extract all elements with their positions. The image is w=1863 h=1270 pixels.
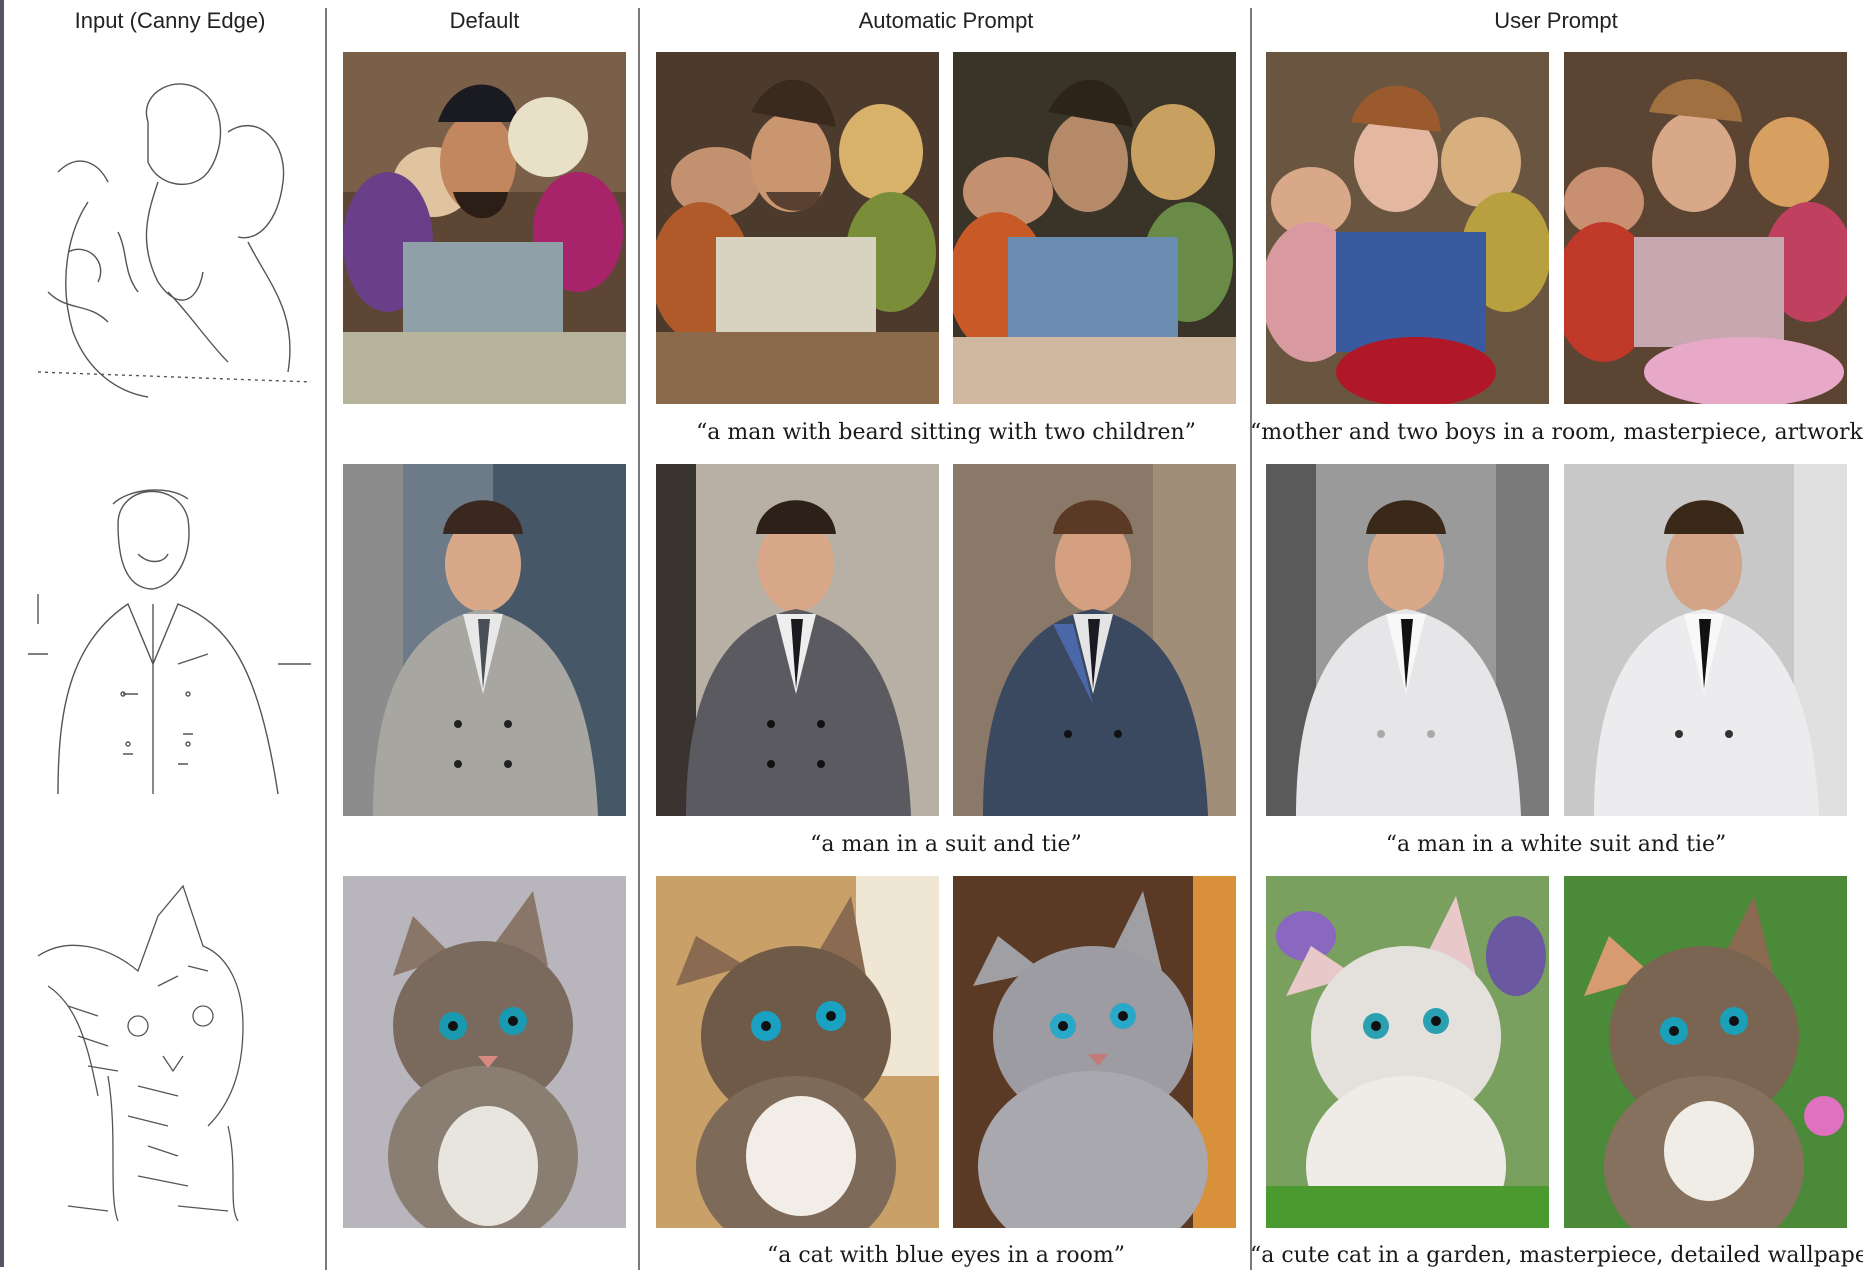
user-prompt-image-2-man-in-suit — [1564, 464, 1847, 816]
user-prompt-image-2-kitten — [1564, 876, 1847, 1228]
edge-map-man-in-suit — [28, 464, 311, 816]
auto-prompt-image-1-kitten — [656, 876, 939, 1228]
user-caption-row-1: “mother and two boys in a room, masterpi… — [1250, 420, 1863, 445]
auto-prompt-image-1-man-in-suit — [656, 464, 939, 816]
auto-prompt-image-2-man-with-children — [953, 52, 1236, 404]
default-image-man-with-children — [343, 52, 626, 404]
auto-prompt-image-2-kitten — [953, 876, 1236, 1228]
user-prompt-image-2-man-with-children — [1564, 52, 1847, 404]
default-image-kitten — [343, 876, 626, 1228]
auto-caption-row-1: “a man with beard sitting with two child… — [696, 420, 1196, 445]
default-image-man-in-suit — [343, 464, 626, 816]
user-caption-row-3: “a cute cat in a garden, masterpiece, de… — [1250, 1243, 1863, 1268]
divider-2 — [638, 8, 640, 1270]
auto-caption-row-2: “a man in a suit and tie” — [810, 832, 1082, 857]
edge-map-man-with-children — [28, 52, 311, 404]
user-prompt-image-1-man-with-children — [1266, 52, 1549, 404]
edge-map-kitten — [28, 876, 311, 1228]
user-caption-row-2: “a man in a white suit and tie” — [1385, 832, 1727, 857]
header-user-prompt: User Prompt — [1494, 8, 1618, 33]
user-prompt-image-1-kitten — [1266, 876, 1549, 1228]
header-input: Input (Canny Edge) — [74, 8, 266, 33]
header-automatic-prompt: Automatic Prompt — [858, 8, 1034, 33]
user-prompt-image-1-man-in-suit — [1266, 464, 1549, 816]
page-left-border — [0, 0, 4, 1267]
auto-caption-row-3: “a cat with blue eyes in a room” — [767, 1243, 1125, 1268]
auto-prompt-image-1-man-with-children — [656, 52, 939, 404]
header-default: Default — [449, 8, 520, 33]
divider-3 — [1250, 8, 1252, 1270]
divider-1 — [325, 8, 327, 1270]
auto-prompt-image-2-man-in-suit — [953, 464, 1236, 816]
